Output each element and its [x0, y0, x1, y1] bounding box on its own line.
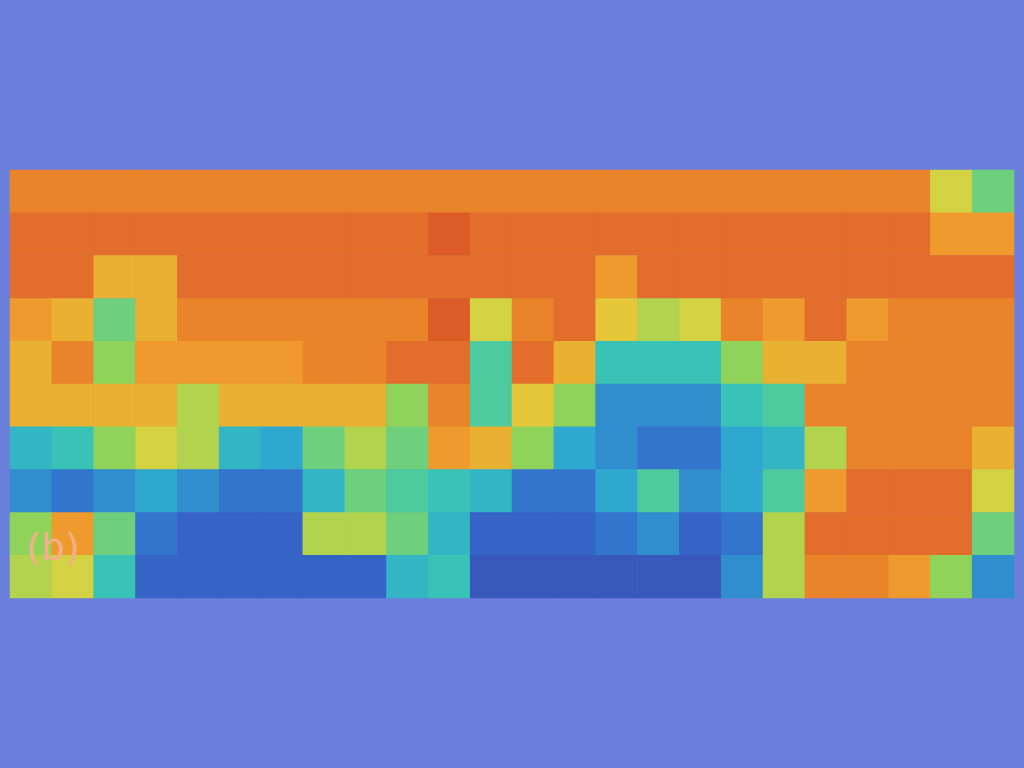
svg-text:(b): (b) [26, 525, 80, 569]
